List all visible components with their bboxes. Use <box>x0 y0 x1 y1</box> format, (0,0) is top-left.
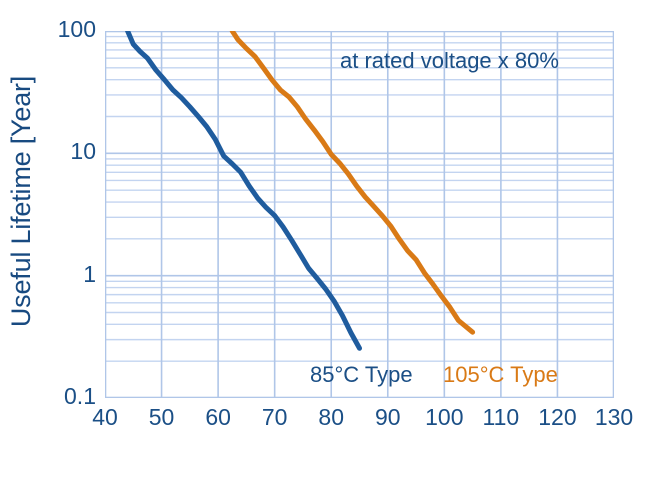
major-horizontal-gridlines <box>105 31 614 398</box>
vertical-gridlines <box>105 31 614 398</box>
x-tick-label: 120 <box>538 404 577 430</box>
y-tick-label: 10 <box>70 138 96 165</box>
x-tick-label: 100 <box>425 404 464 430</box>
x-tick-label: 80 <box>318 404 345 430</box>
x-tick-label: 110 <box>482 404 520 430</box>
x-tick-label: 70 <box>261 404 288 430</box>
x-tick-label: 130 <box>594 404 634 430</box>
plot-border <box>105 31 614 398</box>
x-tick-label: 60 <box>205 404 231 430</box>
plot-area <box>105 31 614 398</box>
annotation-note: at rated voltage x 80% <box>340 48 559 73</box>
y-tick-label: 0.1 <box>64 383 96 409</box>
x-tick-label: 40 <box>92 404 118 430</box>
y-axis-title-text: Useful Lifetime [Year] <box>6 75 37 327</box>
data-series-group <box>125 31 476 351</box>
series-line-85c <box>125 31 362 351</box>
plot-svg <box>105 31 614 398</box>
legend-label-85c: 85°C Type <box>310 362 413 387</box>
minor-horizontal-gridlines <box>105 35 614 362</box>
y-tick-label: 100 <box>57 16 96 42</box>
y-axis-title: Useful Lifetime [Year] <box>0 0 44 402</box>
series-line-105c <box>229 31 476 335</box>
x-tick-label: 90 <box>374 404 401 430</box>
y-tick-label: 1 <box>83 260 96 287</box>
x-tick-label: 50 <box>148 404 175 430</box>
legend-label-105c: 105°C Type <box>443 362 558 387</box>
